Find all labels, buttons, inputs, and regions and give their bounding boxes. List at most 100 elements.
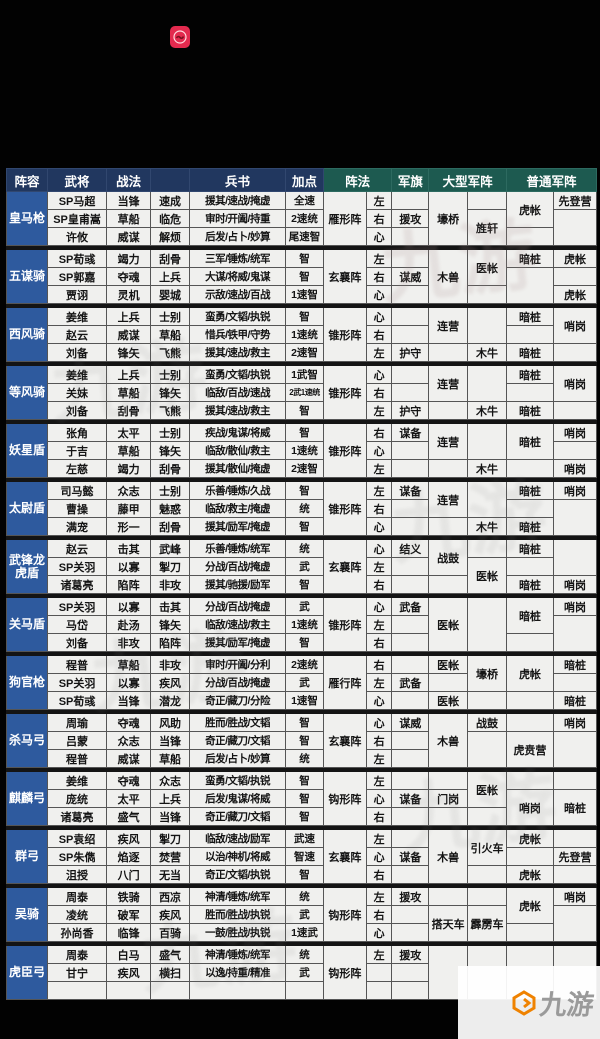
- flag-cell: [391, 633, 430, 652]
- large-formation-cell: 医帐: [428, 691, 469, 710]
- position-cell: 心: [365, 307, 393, 326]
- flag-cell: [391, 191, 430, 210]
- normal-formation-cell: 暗桩: [505, 539, 554, 558]
- normal-formation-cell: 暗桩: [505, 307, 554, 326]
- flag-cell: [391, 749, 430, 768]
- general-cell: SP荀彧: [46, 691, 108, 710]
- books-cell: 蛮勇/文韬/执锐: [188, 365, 287, 384]
- tactic2-cell: 百骑: [150, 923, 190, 942]
- flag-cell: [391, 517, 430, 536]
- points-cell: 智: [285, 789, 324, 808]
- large-formation-cell: 壕桥: [428, 191, 469, 246]
- column-header-points: 加点: [285, 168, 324, 192]
- normal-formation-cell: [505, 847, 554, 866]
- formation-cell: 钩形阵: [322, 945, 367, 1000]
- position-cell: 左: [365, 191, 393, 210]
- tactic1-cell: 赴汤: [106, 615, 152, 634]
- general-cell: [46, 981, 108, 1000]
- general-cell: 甘宁: [46, 963, 108, 982]
- general-cell: 许攸: [46, 227, 108, 246]
- general-cell: 贾诩: [46, 285, 108, 304]
- books-cell: 援其/散仙/掩虚: [188, 459, 287, 478]
- points-cell: 武速: [285, 829, 324, 848]
- tactic2-cell: 西凉: [150, 887, 190, 906]
- lineup-cell: 麒麟弓: [6, 771, 48, 826]
- normal-formation-cell: [505, 691, 554, 710]
- points-cell: 武: [285, 963, 324, 982]
- tactic1-cell: 盛气: [106, 807, 152, 826]
- table-row: 武锋龙虎盾 赵云 击其 武峰 乐善/锤炼/统军统玄襄阵心结义 战鼓 暗桩: [6, 539, 598, 594]
- tactic2-cell: 上兵: [150, 789, 190, 808]
- books-cell: 疾战/鬼谋/将威: [188, 423, 287, 442]
- points-cell: 智速: [285, 847, 324, 866]
- points-cell: 统: [285, 499, 324, 518]
- tactic1-cell: 灵机: [106, 285, 152, 304]
- general-cell: 周瑜: [46, 713, 108, 732]
- books-cell: 乐善/锤炼/统军: [188, 539, 287, 558]
- table-row: 妖星盾 张角 太平 士别 疾战/鬼谋/将威智锥形阵右谋备 连营 暗桩 哨岗: [6, 423, 598, 478]
- position-cell: 心: [365, 539, 393, 558]
- tactic2-cell: 魅惑: [150, 499, 190, 518]
- flag-cell: [391, 981, 430, 1000]
- flag-cell: 援攻: [391, 887, 430, 906]
- books-cell: 奇正/藏刀/文韬: [188, 807, 287, 826]
- normal-formation-cell: 哨岗: [552, 481, 598, 500]
- tactic2-cell: 草船: [150, 749, 190, 768]
- normal-formation-cell: [505, 267, 554, 304]
- flag-cell: 谋威: [391, 267, 430, 286]
- large-formation-cell: 连营: [428, 481, 469, 518]
- books-cell: 分战/百战/掩虚: [188, 673, 287, 692]
- large-formation-cell: 木兽: [428, 249, 469, 304]
- tactic1-cell: 当锋: [106, 191, 152, 210]
- general-cell: 刘备: [46, 633, 108, 652]
- tactic2-cell: 婴城: [150, 285, 190, 304]
- table-row: 满宠 形一 刮骨 援其/励军/掩虚智 心 木牛 暗桩: [7, 517, 597, 536]
- tactic1-cell: 以寡: [106, 673, 152, 692]
- table-row: 刘备 刮骨 飞熊 援其/速战/救主智 左护守 木牛 暗桩: [7, 401, 598, 420]
- points-cell: 智: [285, 423, 324, 442]
- points-cell: 统: [285, 945, 324, 964]
- books-cell: 一鼓/胜战/执锐: [188, 923, 287, 942]
- tactic2-cell: 众志: [150, 771, 190, 790]
- points-cell: 2速统: [285, 655, 324, 674]
- normal-formation-cell: 哨岗: [552, 423, 598, 442]
- table-row: 于吉 草船 锋矢 临敌/散仙/救主 1速统 心: [7, 441, 598, 460]
- general-cell: 于吉: [46, 441, 108, 460]
- points-cell: 统: [285, 887, 324, 906]
- table-row: 诸葛亮 陷阵 非攻 援其/驰援/励军智 右 暗桩 哨岗: [7, 575, 598, 594]
- tactic2-cell: 士别: [150, 423, 190, 442]
- books-cell: 分战/百战/掩虚: [188, 597, 287, 616]
- large-formation-cell: [467, 307, 507, 344]
- books-cell: 临敌/速战/救主: [188, 615, 287, 634]
- normal-formation-cell: [552, 905, 598, 942]
- normal-formation-cell: [505, 499, 554, 518]
- tactic1-cell: 草船: [106, 383, 152, 402]
- tactic2-cell: 当锋: [150, 807, 190, 826]
- column-header-tactics-2: [150, 168, 190, 192]
- flag-cell: 援攻: [391, 945, 430, 964]
- table-row: 甘宁 疾风 横扫 以逸/持重/精准武: [7, 963, 597, 982]
- position-cell: 右: [365, 655, 393, 674]
- normal-formation-cell: 暗桩: [505, 343, 554, 362]
- points-cell: 1速智: [285, 285, 324, 304]
- table-row: 杀马弓 周瑜 夺魂 风助 胜而/胜战/文韬智玄襄阵心谋威 木兽 战鼓 哨岗: [6, 713, 598, 768]
- tactic1-cell: 上兵: [106, 365, 152, 384]
- squiggle-logo-glyph: [173, 30, 187, 44]
- tactic2-cell: 疾风: [150, 673, 190, 692]
- flag-cell: [391, 771, 430, 790]
- lineup-cell: 关马盾: [6, 597, 48, 652]
- table-row: 群弓 SP袁绍 疾风 掣刀 临敌/速战/励军 武速 玄襄阵左 木兽 引火车 虎帐: [6, 829, 598, 884]
- large-formation-cell: [467, 865, 507, 884]
- position-cell: 左: [365, 945, 393, 964]
- large-formation-cell: [467, 423, 507, 460]
- header-row: 阵容 武将 战法 兵书 加点 阵法 军旗 大型军阵 普通军阵: [6, 168, 598, 192]
- flag-cell: [391, 731, 430, 750]
- normal-formation-cell: 哨岗: [552, 887, 598, 906]
- large-formation-cell: [428, 807, 469, 826]
- tactic1-cell: 上兵: [106, 307, 152, 326]
- large-formation-cell: 医帐: [467, 771, 507, 808]
- general-cell: 赵云: [46, 325, 108, 344]
- tactic1-cell: 疾风: [106, 829, 152, 848]
- flag-cell: [391, 575, 430, 594]
